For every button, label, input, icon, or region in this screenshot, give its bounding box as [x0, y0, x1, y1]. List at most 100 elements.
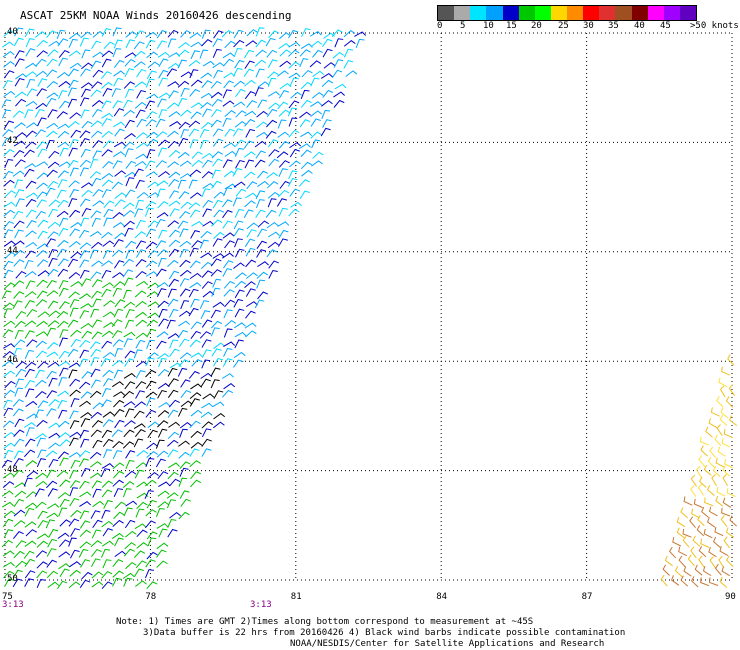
wind-barb	[243, 140, 255, 149]
wind-barb	[124, 530, 137, 538]
wind-barb	[57, 179, 68, 188]
wind-barb	[156, 450, 169, 458]
wind-barb	[25, 141, 37, 149]
wind-barb	[3, 449, 14, 459]
wind-barb	[35, 210, 47, 220]
wind-barb	[210, 309, 221, 319]
wind-barb	[48, 399, 60, 407]
wind-barb	[147, 61, 160, 69]
wind-barb	[200, 372, 213, 379]
wind-barb	[56, 310, 69, 319]
wind-barb	[146, 499, 157, 509]
wind-barb	[101, 520, 114, 528]
wind-barb	[166, 492, 179, 499]
wind-barb	[101, 282, 114, 289]
wind-barb	[124, 119, 135, 129]
wind-barb	[167, 333, 180, 339]
wind-barb	[134, 523, 147, 530]
wind-barb	[101, 28, 112, 37]
wind-barb	[57, 38, 69, 47]
wind-barb	[178, 359, 190, 367]
wind-barb	[721, 507, 731, 517]
wind-barb	[158, 528, 168, 538]
wind-barb	[122, 99, 133, 109]
wind-barb	[257, 291, 268, 300]
wind-barb	[36, 141, 48, 150]
wind-barb	[3, 320, 16, 328]
wind-barb	[14, 418, 25, 428]
wind-barb	[223, 80, 234, 89]
wind-barb	[69, 139, 79, 149]
wind-barb	[36, 561, 48, 569]
wind-barb	[155, 240, 167, 249]
wind-barb	[124, 542, 136, 550]
wind-barb	[111, 249, 124, 257]
wind-barb	[716, 424, 723, 436]
wind-barb	[47, 231, 59, 239]
wind-barb	[46, 548, 57, 557]
wind-barb	[199, 49, 209, 59]
wind-barb	[676, 527, 685, 539]
wind-barb	[67, 159, 79, 169]
wind-barb	[102, 559, 112, 569]
wind-barb	[156, 560, 168, 568]
wind-barb	[15, 540, 27, 548]
wind-barb	[343, 30, 356, 38]
wind-barb	[169, 348, 180, 357]
wind-barb	[701, 506, 709, 518]
wind-barb	[200, 411, 213, 418]
wind-barb	[709, 446, 717, 459]
wind-barb	[113, 151, 125, 158]
wind-barb	[92, 488, 102, 498]
wind-barb	[34, 108, 45, 118]
wind-barb	[3, 510, 16, 518]
wind-barb	[36, 191, 48, 200]
wind-barb	[145, 409, 157, 418]
wind-barb	[112, 577, 122, 587]
wind-barb	[92, 519, 103, 529]
wind-barb	[124, 148, 134, 158]
legend-label: 35	[608, 21, 619, 31]
wind-barb	[26, 339, 38, 347]
wind-barb	[103, 200, 115, 209]
wind-barb	[26, 220, 37, 229]
wind-barb	[46, 480, 58, 489]
wind-barb	[123, 289, 132, 299]
wind-barb	[234, 331, 247, 338]
wind-barb	[299, 119, 311, 128]
wind-barb	[157, 420, 169, 428]
wind-barb	[301, 28, 311, 37]
wind-barb	[167, 298, 179, 307]
wind-barb	[135, 381, 147, 389]
wind-barb	[157, 389, 167, 399]
wind-barb	[188, 202, 201, 210]
wind-barb	[700, 538, 710, 548]
wind-barb	[68, 451, 81, 458]
wind-barb	[79, 250, 90, 259]
wind-barb	[114, 170, 126, 177]
wind-barb	[45, 450, 58, 458]
wind-barb	[14, 387, 23, 397]
wind-barb	[147, 181, 160, 188]
wind-barb	[257, 180, 269, 188]
wind-barb	[133, 41, 145, 50]
wind-barb	[24, 449, 36, 458]
wind-barb	[47, 503, 60, 509]
wind-barb	[179, 490, 190, 499]
wind-barb	[69, 437, 79, 447]
wind-barb	[80, 31, 92, 39]
wind-barb	[80, 322, 93, 330]
wind-barb	[211, 108, 222, 118]
wind-barb	[90, 379, 101, 388]
wind-barb	[288, 72, 301, 79]
wind-barb	[135, 179, 145, 189]
wind-barb	[134, 401, 146, 408]
wind-barb	[157, 471, 169, 480]
wind-barb	[168, 52, 181, 58]
wind-barb	[133, 61, 146, 68]
wind-barb	[190, 430, 202, 438]
wind-barb	[213, 69, 223, 79]
wind-barb	[245, 40, 258, 47]
wind-barb	[81, 182, 93, 189]
wind-barb	[90, 210, 102, 219]
